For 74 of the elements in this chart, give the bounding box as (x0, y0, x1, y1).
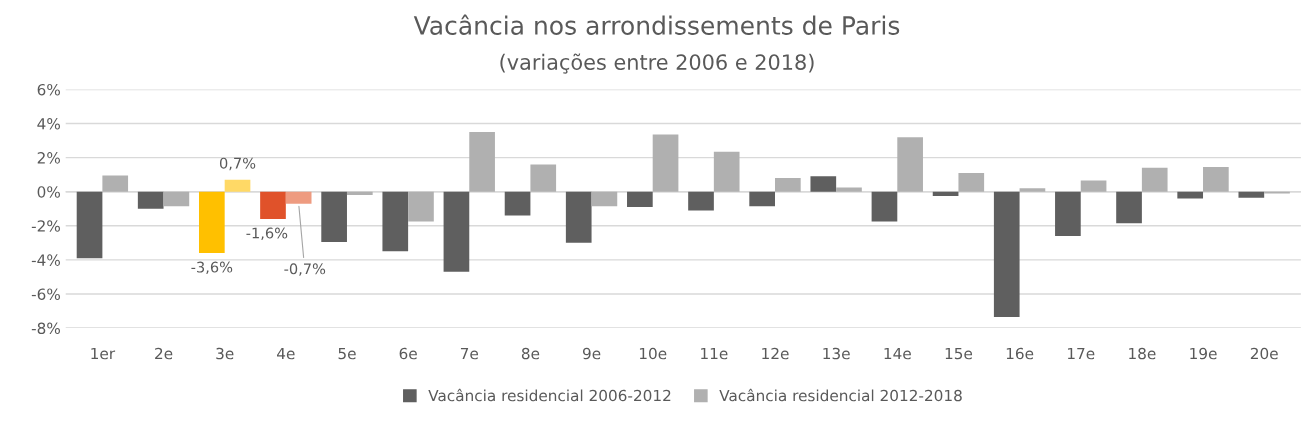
bar (775, 178, 801, 192)
bar (163, 191, 190, 207)
x-tick-label: 9e (582, 347, 601, 360)
x-tick-label: 18e (1129, 347, 1156, 360)
bar (897, 137, 923, 192)
bar (321, 191, 347, 242)
x-tick-label: 6e (399, 347, 417, 360)
x-tick-label: 10e (639, 347, 667, 360)
y-tick-label: 4% (37, 118, 60, 130)
y-tick-label: 0% (37, 186, 60, 198)
bar (1116, 191, 1142, 224)
y-tick-label: 6% (37, 83, 60, 96)
bar (530, 164, 557, 192)
x-tick-label: 5e (338, 347, 356, 360)
bar (76, 191, 103, 259)
bar (1055, 191, 1081, 236)
x-tick-label: 16e (1006, 347, 1034, 360)
bar (137, 191, 164, 209)
x-tick-label: 2e (155, 347, 173, 360)
y-tick-label: -4% (31, 254, 60, 266)
bar (504, 191, 531, 216)
bar (565, 191, 592, 243)
legend-label: Vacância residencial 2012-2018 (719, 388, 962, 402)
y-tick-label: 2% (37, 152, 60, 164)
bar (1141, 167, 1168, 192)
bar (1019, 188, 1046, 192)
bar (810, 176, 837, 192)
x-tick-label: 7e (460, 347, 479, 360)
x-tick-label: 12e (762, 347, 789, 360)
x-tick-label: 11e (701, 347, 728, 360)
bar (199, 191, 225, 254)
bar (993, 191, 1020, 317)
bar (688, 191, 714, 211)
chart-title: Vacância nos arrondissements de Paris (413, 14, 900, 35)
bar (224, 179, 251, 192)
bar (1177, 191, 1204, 199)
y-tick-label: -6% (31, 288, 60, 300)
bar (749, 191, 775, 207)
x-tick-label: 3e (216, 347, 234, 360)
bar (1080, 180, 1107, 192)
data-label: -1,6% (246, 227, 288, 241)
x-tick-label: 19e (1190, 347, 1217, 360)
chart-subtitle: (variações entre 2006 e 2018) (500, 53, 814, 74)
bar (102, 175, 129, 192)
bar (285, 191, 312, 204)
bar (627, 191, 653, 208)
bar (408, 191, 434, 222)
data-label: -3,6% (191, 261, 233, 275)
bar (836, 187, 862, 192)
y-tick-label: -8% (31, 322, 60, 335)
x-tick-label: 8e (521, 347, 540, 360)
x-tick-label: 17e (1067, 347, 1095, 360)
bar (713, 151, 740, 192)
y-tick-label: -2% (31, 220, 60, 232)
bar (382, 191, 409, 252)
bar (871, 191, 898, 222)
bar (469, 132, 495, 192)
bar (443, 191, 470, 272)
data-label: -0,7% (284, 263, 326, 276)
bar (1203, 166, 1229, 192)
x-tick-label: 20e (1250, 347, 1278, 360)
x-tick-label: 4e (277, 347, 295, 360)
data-label: 0,7% (219, 157, 256, 171)
bar (652, 134, 679, 192)
x-tick-label: 1er (91, 347, 116, 360)
bar (958, 172, 985, 192)
bar (260, 191, 286, 219)
bar (1238, 191, 1265, 198)
x-tick-label: 13e (823, 347, 850, 360)
legend-label: Vacância residencial 2006-2012 (428, 388, 671, 402)
bar (932, 191, 959, 196)
x-tick-label: 14e (884, 347, 911, 360)
bar (591, 191, 618, 207)
x-tick-label: 15e (945, 347, 973, 360)
